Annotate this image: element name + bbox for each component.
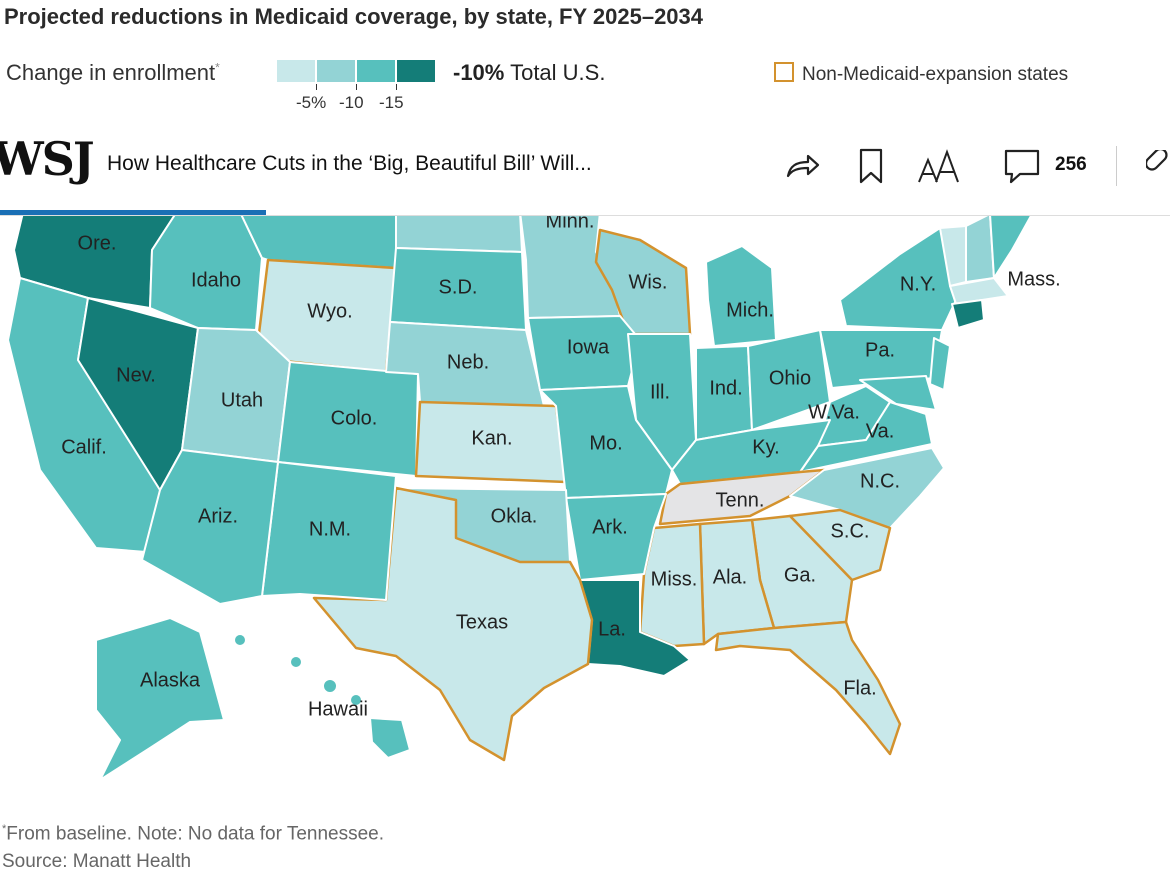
text-size-icon[interactable] [916,146,962,191]
legend-swatch-4 [397,60,435,82]
state-label-ill: Ill. [650,381,670,403]
legend-tick-2 [356,84,357,90]
state-shape-texas [312,486,594,762]
hawaii-island-mid [322,678,338,694]
toolbar-divider [1116,146,1117,186]
nonexpansion-legend: Non-Medicaid-expansion states [774,62,1068,86]
state-label-iowa: Iowa [567,336,610,358]
state-label-ga: Ga. [784,564,816,586]
total-value: -10% [453,60,505,85]
state-shapes [7,199,1033,781]
state-label-ohio: Ohio [769,367,811,389]
state-shape-ariz [141,449,279,605]
state-label-wis: Wis. [629,271,668,293]
state-label-pa: Pa. [865,339,895,361]
state-label-tenn: Tenn. [716,489,765,511]
nonexpansion-label: Non-Medicaid-expansion states [802,64,1069,85]
state-label-neb: Neb. [447,351,489,373]
comment-count[interactable]: 256 [1055,154,1087,175]
footnote: *From baseline. Note: No data for Tennes… [2,823,384,845]
state-label-ky: Ky. [752,436,779,458]
source-line: Source: Manatt Health [2,851,192,872]
state-label-texas: Texas [456,611,508,633]
legend-tick-1 [316,84,317,90]
legend-swatch-2 [317,60,355,82]
state-label-fla: Fla. [843,677,876,699]
state-shape-fla [714,620,902,756]
state-shape-nj [929,337,951,391]
state-shape-ky [671,419,831,485]
article-toolbar: WSJ How Healthcare Cuts in the ‘Big, Bea… [0,118,1170,216]
legend-label-text: Change in enrollment [6,60,216,85]
state-label-ore: Ore. [78,232,117,254]
state-label-idaho: Idaho [191,269,241,291]
nonexpansion-box [774,62,794,82]
share-icon[interactable] [782,146,822,191]
legend-asterisk: * [215,60,220,75]
total-label: Total U.S. [510,60,606,85]
legend-swatch-1 [277,60,315,82]
state-label-sc: S.C. [831,520,870,542]
legend-tick-label-1: -5% [296,93,327,112]
legend-swatch-3 [357,60,395,82]
chart-title: Projected reductions in Medicaid coverag… [4,4,704,29]
state-label-ariz: Ariz. [198,505,238,527]
alaska-island [233,633,247,647]
reading-progress-bar [0,210,266,215]
comment-icon[interactable] [1002,146,1042,191]
state-label-hawaii: Hawaii [308,698,368,720]
state-label-nev: Nev. [116,364,156,386]
state-label-ind: Ind. [709,377,742,399]
state-label-ala: Ala. [713,566,747,588]
legend-tick-label-3: -15 [379,93,404,112]
state-shape-ark [565,493,667,581]
state-label-mich: Mich. [726,299,774,321]
state-label-okla: Okla. [491,505,538,527]
state-shape-nc [789,447,945,529]
total-us: -10% Total U.S. [453,60,605,86]
state-label-wyo: Wyo. [307,300,352,322]
state-shape-conn [951,299,985,329]
state-label-ny: N.Y. [900,273,936,295]
footnote-text: From baseline. Note: No data for Tenness… [6,823,385,845]
legend: Change in enrollment* -5% -10 -15 -10% T… [6,58,1166,118]
link-icon[interactable] [1144,147,1170,191]
state-label-colo: Colo. [331,407,378,429]
hawaii-island-small [289,655,303,669]
state-label-mo: Mo. [589,432,622,454]
state-label-ark: Ark. [592,516,628,538]
state-label-kan: Kan. [471,427,512,449]
state-label-calif: Calif. [61,436,107,458]
legend-label: Change in enrollment* [6,60,220,86]
hawaii-island-maui [349,693,363,707]
state-label-va: Va. [866,420,895,442]
state-label-utah: Utah [221,389,263,411]
bookmark-icon[interactable] [856,146,886,191]
state-shape-mo [539,385,673,499]
state-shape-mont [239,211,397,269]
legend-tick-label-2: -10 [339,93,364,112]
state-shape-ny [839,227,957,331]
state-label-la: La. [598,618,626,640]
state-label-alaska: Alaska [140,669,201,691]
state-shape-mich [705,245,777,347]
state-shape-hawaii [369,717,411,759]
state-shape-md [859,375,937,411]
state-label-miss: Miss. [651,568,698,590]
state-label-sd: S.D. [439,276,478,298]
state-shape-nd [395,211,523,253]
article-headline[interactable]: How Healthcare Cuts in the ‘Big, Beautif… [107,152,592,175]
state-label-nm: N.M. [309,518,351,540]
legend-tick-3 [396,84,397,90]
state-shape-mass [949,277,1009,305]
wsj-logo[interactable]: WSJ [0,132,95,186]
state-shape-alaska [95,617,225,781]
footnote-asterisk: * [2,823,7,835]
state-label-wva: W.Va. [808,401,860,423]
state-label-nc: N.C. [860,470,900,492]
state-label-mass: Mass. [1007,268,1060,290]
